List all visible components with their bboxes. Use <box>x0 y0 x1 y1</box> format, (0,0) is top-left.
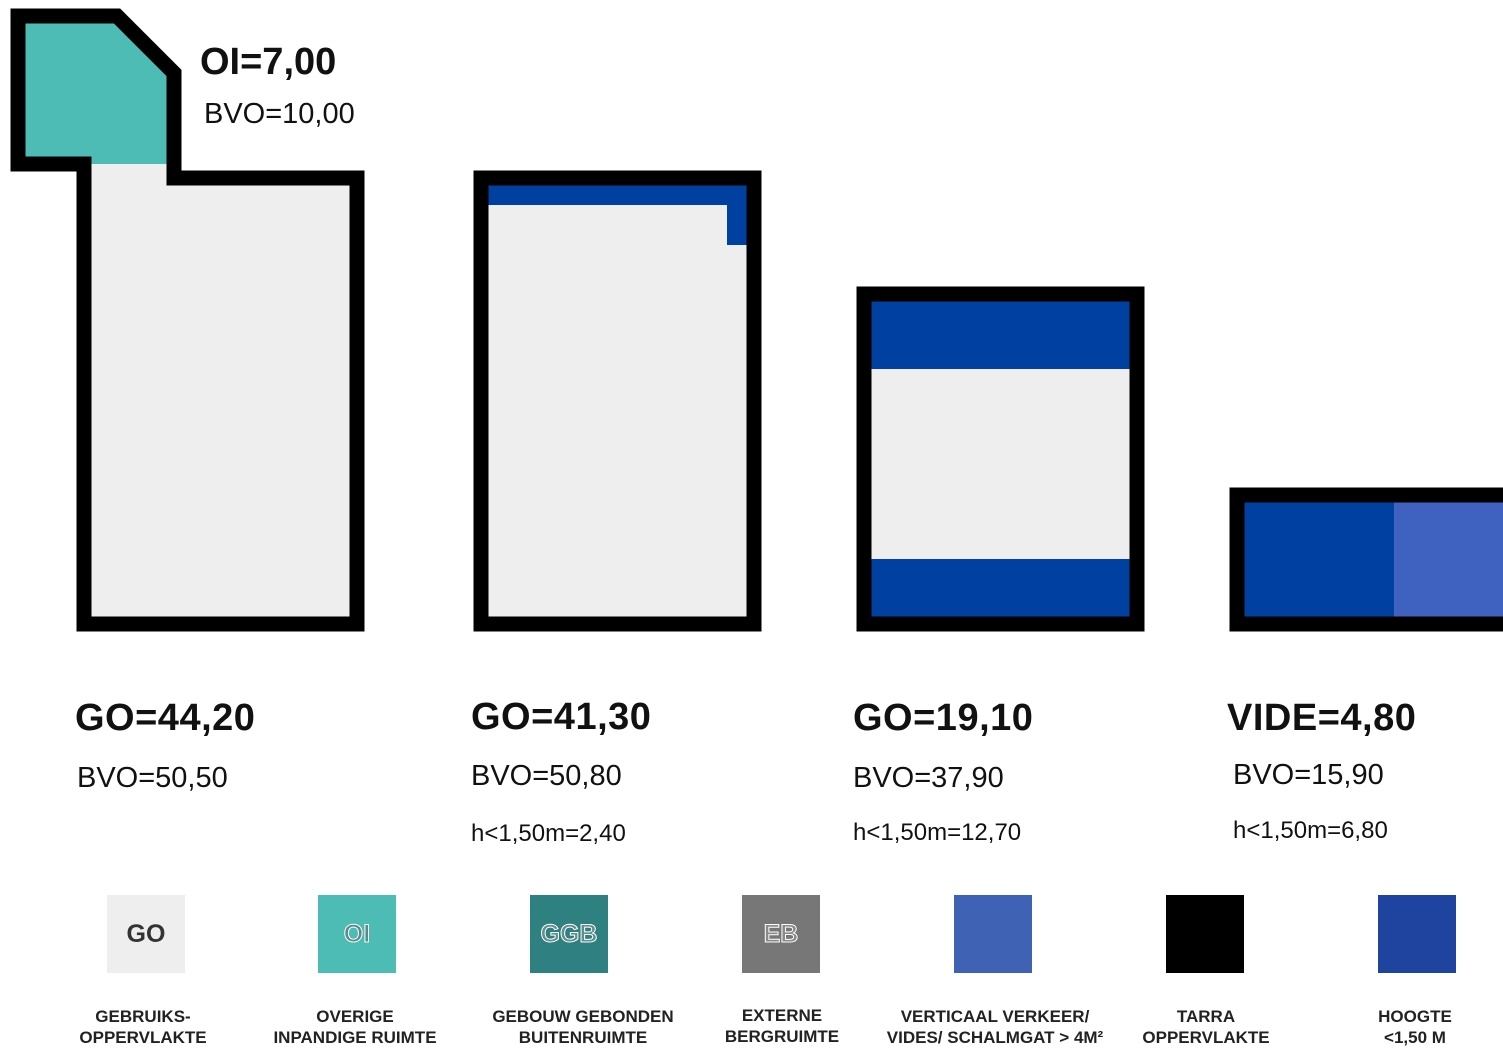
plan-3-low-height-bottom <box>864 559 1137 624</box>
plan-2-outline <box>473 170 762 632</box>
plan-4-low-height: h<1,50m=6,80 <box>1233 817 1388 844</box>
plan-2-title: GO=41,30 <box>471 696 652 738</box>
plan-1 <box>10 8 365 632</box>
plan-2 <box>473 170 762 632</box>
plan-4-vide-area <box>1394 495 1503 624</box>
oi-swatch: OI <box>318 895 396 973</box>
oi-title: OI=7,00 <box>200 41 337 83</box>
ggb-swatch: GGB <box>530 895 608 973</box>
plan-3-low-height-top <box>864 294 1137 369</box>
legend-go-line2: OPPERVLAKTE <box>79 1028 207 1047</box>
legend-tarra-line1: TARRA <box>1176 1007 1236 1026</box>
legend-oi-line2: INPANDIGE RUIMTE <box>273 1028 437 1047</box>
plan-1-outline <box>10 8 365 632</box>
plan-3-title: GO=19,10 <box>853 697 1034 739</box>
legend-eb-line2: BERGRUIMTE <box>724 1027 840 1046</box>
go-swatch: GO <box>107 895 185 973</box>
hoogte-swatch <box>1378 895 1456 973</box>
plan-1-title: GO=44,20 <box>75 697 256 739</box>
legend-eb-label: EXTERNE BERGRUIMTE <box>652 1005 912 1047</box>
legend-ggb-label: GEBOUW GEBONDEN BUITENRUIMTE <box>453 1006 713 1048</box>
plan-2-bvo: BVO=50,80 <box>471 760 622 792</box>
legend-go-line1: GEBRUIKS- <box>95 1007 191 1026</box>
plan-4-title: VIDE=4,80 <box>1227 697 1417 739</box>
plan-3-low-height: h<1,50m=12,70 <box>853 819 1022 846</box>
legend-ggb-line1: GEBOUW GEBONDEN <box>492 1007 674 1026</box>
legend-oi-label: OVERIGE INPANDIGE RUIMTE <box>225 1006 485 1048</box>
plan-2-go-area <box>481 178 754 624</box>
legend-vertical-line2: VIDES/ SCHALMGAT > 4M² <box>886 1028 1104 1047</box>
plan-4 <box>1229 487 1503 632</box>
plan-3-outline <box>856 286 1145 632</box>
plan-3 <box>856 286 1145 632</box>
go-swatch-code: GO <box>126 919 166 948</box>
legend-tarra-label: TARRA OPPERVLAKTE <box>1076 1006 1336 1048</box>
legend-oi-line1: OVERIGE <box>316 1007 394 1026</box>
legend-hoogte-line2: <1,50 M <box>1384 1028 1446 1047</box>
legend-vertical-label: VERTICAAL VERKEER/ VIDES/ SCHALMGAT > 4M… <box>856 1006 1134 1048</box>
legend-ggb-line2: BUITENRUIMTE <box>518 1028 648 1047</box>
oi-swatch-code: OI <box>343 919 371 948</box>
legend-hoogte-line1: HOOGTE <box>1378 1007 1452 1026</box>
legend-vertical-line1: VERTICAAL VERKEER/ <box>900 1007 1090 1026</box>
tarra-swatch <box>1166 895 1244 973</box>
legend-go-label: GEBRUIKS- OPPERVLAKTE <box>13 1006 273 1048</box>
plan-2-low-height: h<1,50m=2,40 <box>471 820 626 847</box>
eb-swatch: EB <box>742 895 820 973</box>
legend-hoogte-label: HOOGTE <1,50 M <box>1285 1006 1503 1048</box>
oi-bvo: BVO=10,00 <box>204 98 355 130</box>
plan-4-outline <box>1229 487 1503 632</box>
plan-1-go-area <box>84 164 357 624</box>
eb-swatch-code: EB <box>763 919 799 948</box>
ggb-swatch-code: GGB <box>540 919 598 948</box>
plan-1-oi-area <box>18 16 174 164</box>
plan-3-bvo: BVO=37,90 <box>853 762 1004 794</box>
floorplan-diagram <box>10 8 1503 632</box>
legend-tarra-line2: OPPERVLAKTE <box>1142 1028 1270 1047</box>
legend-eb-line1: EXTERNE <box>741 1006 823 1025</box>
plan-4-bvo: BVO=15,90 <box>1233 759 1384 791</box>
plan-4-low-height-area <box>1237 495 1394 624</box>
vertical-swatch <box>954 895 1032 973</box>
plan-1-bvo: BVO=50,50 <box>77 762 228 794</box>
